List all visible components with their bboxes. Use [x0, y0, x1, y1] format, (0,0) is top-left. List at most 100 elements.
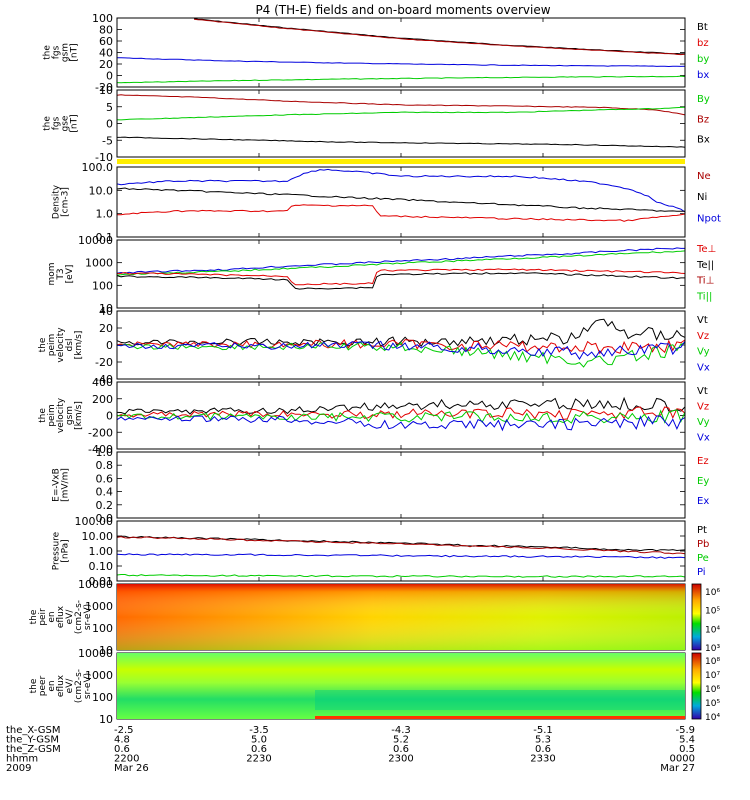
- legend-entry: Vx: [697, 433, 710, 444]
- legend-entry: by: [697, 54, 709, 65]
- y-tick-label: 1.0: [96, 446, 114, 459]
- x-axis-row-label: the_Z-GSM: [6, 744, 61, 755]
- y-axis-label: fgs: [52, 116, 62, 130]
- x-axis-value: 2300: [388, 754, 413, 765]
- y-tick-label: 100: [92, 12, 113, 25]
- y-axis-label: en: [47, 611, 57, 622]
- y-tick-label: 0.0: [96, 512, 114, 525]
- y-axis-label: the: [38, 337, 48, 352]
- x-axis-value: 5.0: [251, 735, 267, 746]
- y-axis-label: the: [38, 408, 48, 423]
- x-axis-row-label: hhmm: [6, 754, 38, 765]
- y-tick-label: 100.0: [82, 161, 114, 174]
- legend-entry: Te||: [696, 260, 714, 271]
- legend-entry: Pe: [697, 553, 709, 564]
- y-tick-label: 10.0: [89, 184, 114, 197]
- y-axis-label: eV/: [65, 609, 75, 625]
- series-line: [116, 415, 686, 432]
- y-axis-label: velocity: [56, 327, 66, 363]
- series-line: [117, 204, 686, 222]
- legend-entry: Vy: [697, 417, 710, 428]
- y-tick-label: 20: [99, 322, 113, 335]
- x-axis-value: 2230: [246, 754, 271, 765]
- y-tick-label: 10000: [78, 578, 113, 591]
- series-line: [116, 396, 686, 415]
- peir-spectrogram-overlay: [117, 584, 685, 650]
- y-tick-label: 40: [99, 305, 113, 318]
- y-axis-label: T3: [56, 268, 66, 280]
- y-tick-label: 0.4: [96, 486, 114, 499]
- legend-entry: Bx: [697, 135, 710, 146]
- panel-peim_gsm: the peim velocity gsm [km/s] 400 200 0 -200 -400 V…: [38, 376, 710, 456]
- x-axis-value: -4.3: [391, 725, 411, 736]
- x-axis-value: 0.6: [251, 744, 267, 755]
- series-line: [116, 136, 686, 148]
- panel-frame: [116, 89, 686, 158]
- panel-peim_dsl: the peim velocity dsl [km/s] 40 20 0 -20 -40 Vt Vz V…: [38, 305, 710, 386]
- y-axis-label: sr-eV): [83, 673, 93, 699]
- y-tick-label: 0.10: [89, 560, 114, 573]
- series-line: [194, 18, 686, 56]
- series-line: [116, 536, 686, 555]
- x-axis-value: 2200: [114, 754, 139, 765]
- y-tick-label: 0.8: [96, 459, 114, 472]
- figure-title: P4 (TH-E) fields and on-board moments ov…: [255, 3, 550, 17]
- y-tick-label: 0.2: [96, 499, 114, 512]
- x-axis-value: 5.4: [679, 735, 695, 746]
- panel-mom_temp: mom T3 [eV] 10000 1000 100 10 Te⊥ Te|| Ti⊥ Ti||: [47, 234, 716, 315]
- panel-frame: [116, 239, 686, 309]
- series-line: [116, 553, 686, 559]
- legend-entry: Ni: [697, 192, 707, 203]
- y-tick-label: 10000: [78, 234, 113, 247]
- panel-frame: [116, 520, 686, 582]
- y-tick-label: 100: [92, 691, 113, 704]
- y-tick-label: 10: [99, 84, 113, 97]
- legend-entry: Ne: [697, 171, 711, 182]
- legend-entry: Ti⊥: [696, 276, 714, 287]
- y-tick-label: 60: [99, 35, 113, 48]
- y-axis-label: [nT]: [70, 43, 80, 61]
- legend-entry: Vz: [697, 331, 709, 342]
- panel-frame: [116, 17, 686, 88]
- y-axis-label: peim: [47, 404, 57, 427]
- y-axis-label: E=-VxB: [52, 468, 62, 502]
- peer-spectrogram: [117, 653, 685, 719]
- y-tick-label: 80: [99, 24, 113, 37]
- legend-entry: Vt: [697, 386, 708, 397]
- panel-frame: [116, 166, 686, 238]
- y-tick-label: 0: [106, 410, 113, 423]
- series-line: [116, 341, 686, 368]
- colorbar-label: 10³: [705, 644, 720, 654]
- y-axis-label: eflux: [56, 605, 66, 628]
- x-axis-value: Mar 26: [114, 763, 149, 774]
- y-axis-label: eV/: [65, 678, 75, 694]
- colorbar-label: 10⁴: [705, 625, 720, 635]
- y-axis-label: en: [47, 680, 57, 691]
- series-line: [116, 272, 685, 290]
- y-axis-label: [eV]: [65, 265, 75, 284]
- y-tick-label: -10: [95, 151, 113, 164]
- legend-entry: Bz: [697, 114, 709, 125]
- y-axis-label: Density: [52, 184, 62, 219]
- x-axis-annotation: the_X-GSM -2.5 -3.5 -4.3 -5.1 -5.9 the_Y-GSM 4.…: [6, 725, 695, 774]
- x-axis-value: 0.6: [535, 744, 551, 755]
- y-axis-label: sr-eV): [83, 604, 93, 630]
- y-axis-label: [nPa]: [61, 539, 71, 562]
- legend-entry: Ex: [697, 496, 709, 507]
- colorbar-label: 10⁸: [705, 657, 720, 667]
- y-tick-label: 20: [99, 58, 113, 71]
- x-axis-value: 5.3: [535, 735, 551, 746]
- y-tick-label: 200: [92, 393, 113, 406]
- x-axis-value: -2.5: [114, 725, 134, 736]
- series-line: [116, 94, 686, 116]
- legend-entry: bz: [697, 38, 709, 49]
- y-axis-label: peir: [38, 608, 48, 626]
- series-line: [116, 318, 686, 347]
- colorbar-label: 10⁵: [705, 607, 720, 617]
- panel-frame: [116, 381, 686, 450]
- y-axis-label: [cm-3]: [61, 187, 71, 217]
- x-axis-value: -3.5: [249, 725, 269, 736]
